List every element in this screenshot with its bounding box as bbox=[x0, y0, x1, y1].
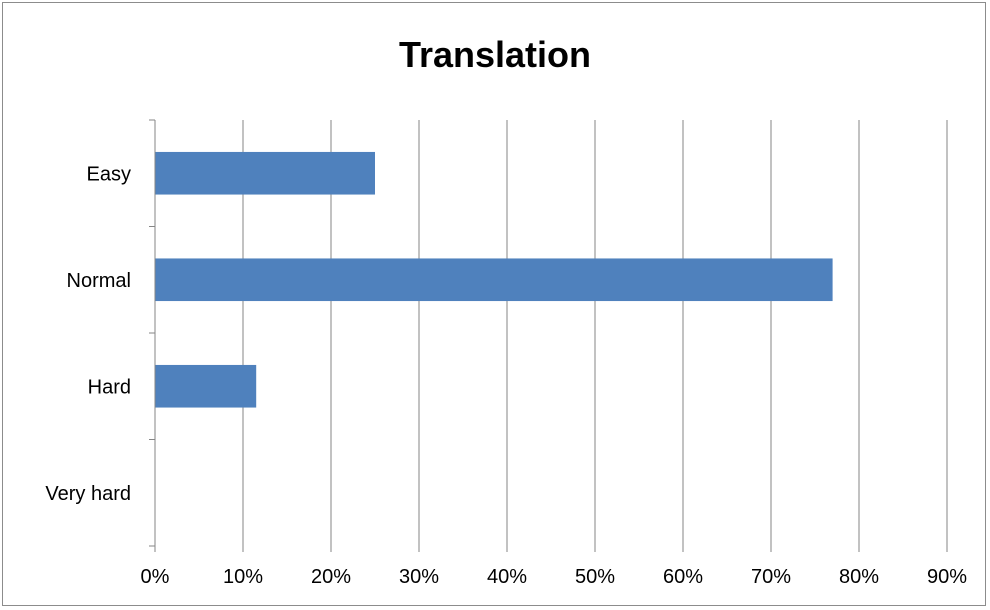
axes bbox=[149, 119, 948, 552]
bar bbox=[155, 364, 257, 408]
x-tick-label: 70% bbox=[751, 566, 791, 588]
y-category-label: Very hard bbox=[45, 483, 131, 505]
bars bbox=[155, 151, 833, 408]
y-category-label: Hard bbox=[88, 376, 131, 398]
x-tick-label: 20% bbox=[311, 566, 351, 588]
x-tick-label: 80% bbox=[839, 566, 879, 588]
chart-title: Translation bbox=[398, 34, 592, 75]
y-category-label: Easy bbox=[87, 163, 131, 185]
x-tick-label: 60% bbox=[663, 566, 703, 588]
x-tick-label: 40% bbox=[487, 566, 527, 588]
x-tick-label: 0% bbox=[141, 566, 170, 588]
labels: 0% 10% 20% 30% 40% 50% 60% 70% 80% 90% Easy Normal H… bbox=[45, 163, 967, 588]
bar bbox=[155, 258, 833, 302]
x-tick-label: 50% bbox=[575, 566, 615, 588]
x-tick-label: 10% bbox=[223, 566, 263, 588]
bar bbox=[155, 151, 375, 195]
x-tick-label: 30% bbox=[399, 566, 439, 588]
y-category-label: Normal bbox=[67, 270, 131, 292]
x-tick-label: 90% bbox=[927, 566, 967, 588]
